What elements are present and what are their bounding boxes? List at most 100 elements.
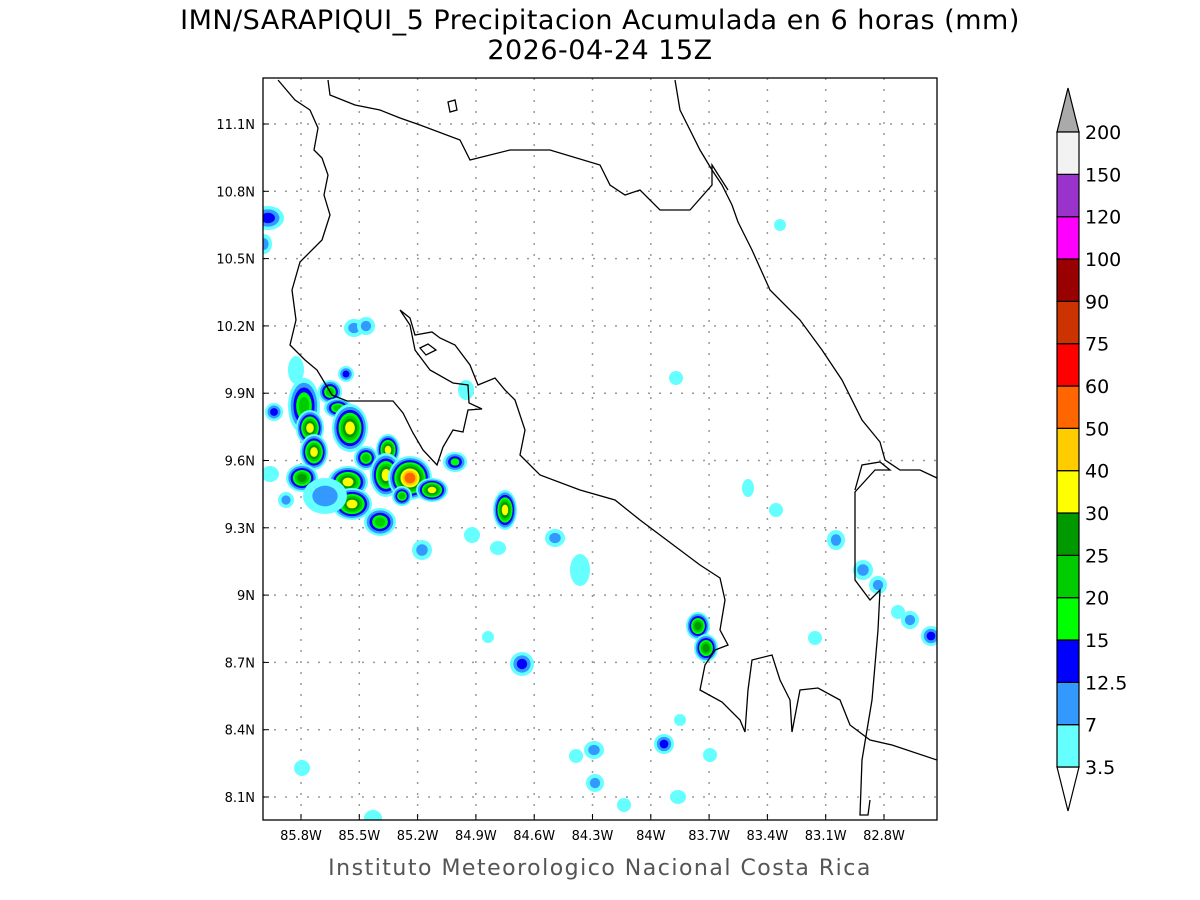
contour-fill	[297, 473, 307, 483]
contour-fill	[294, 760, 310, 776]
island	[418, 343, 438, 356]
rain-cell	[586, 774, 604, 792]
lon-tick-label: 85.2W	[397, 829, 439, 844]
contour-fill	[364, 810, 382, 820]
colorbar-swatch	[1056, 639, 1080, 683]
colorbar-swatch	[1056, 343, 1080, 387]
colorbar-label: 150	[1085, 164, 1121, 186]
lon-tick-label: 85.8W	[280, 829, 322, 844]
lat-tick-label: 9.3N	[225, 522, 255, 537]
contour-fill	[857, 564, 869, 576]
contour-fill	[384, 445, 392, 455]
rain-cell	[742, 479, 754, 497]
contour-fill	[458, 380, 474, 400]
contour-fill	[404, 472, 416, 484]
lon-tick-label: 83.4W	[746, 829, 788, 844]
rain-cell	[686, 612, 710, 640]
contour-fill	[306, 423, 314, 433]
colorbar-label: 3.5	[1085, 757, 1115, 779]
contour-fill	[549, 532, 561, 544]
colorbar-swatch	[1056, 173, 1080, 218]
contour-fill	[263, 212, 275, 224]
contour-fill	[516, 658, 528, 670]
lon-tick-label: 84.6W	[513, 829, 555, 844]
rain-cell	[654, 734, 674, 754]
colorbar-label: 20	[1085, 588, 1109, 610]
rain-cell	[464, 527, 480, 543]
rain-cell	[490, 541, 506, 555]
contour-fill	[450, 458, 460, 466]
rain-cell	[869, 576, 887, 594]
colorbar-swatch	[1056, 512, 1080, 556]
colorbar-swatch	[1056, 258, 1080, 302]
rain-cell	[300, 434, 328, 470]
contour-fill	[830, 534, 842, 546]
contour-fill	[263, 466, 279, 482]
colorbar-label: 200	[1085, 122, 1121, 144]
coastlines	[277, 79, 937, 816]
colorbar: 3.5 7 12.5 15 20 25 30 40 50 60 75 90 100 120 150 200	[1056, 87, 1127, 812]
rain-cell	[263, 466, 279, 482]
contour-fill	[569, 749, 583, 763]
rain-cell	[694, 634, 718, 662]
colorbar-label: 40	[1085, 461, 1109, 483]
rain-cell	[584, 741, 604, 759]
rain-cell	[545, 529, 565, 547]
contour-fill	[669, 371, 683, 385]
caribbean-coast	[674, 79, 937, 479]
colorbar-swatch	[1056, 300, 1080, 345]
colorbar-swatch	[1056, 131, 1080, 175]
lon-tick-label: 84W	[636, 829, 666, 844]
lat-tick-label: 9.6N	[225, 455, 255, 470]
contour-fill	[310, 447, 318, 457]
contour-fill	[670, 790, 686, 804]
contour-fill	[588, 744, 600, 756]
rain-cell	[443, 452, 467, 472]
contour-fill	[298, 397, 310, 415]
lat-tick-label: 10.8N	[216, 185, 255, 200]
lon-tick-label: 85.5W	[338, 829, 380, 844]
rain-cell	[891, 605, 905, 619]
contour-fill	[312, 485, 338, 507]
rain-cell	[853, 560, 873, 580]
map-valid-time: 2026-04-24 15Z	[487, 35, 713, 66]
rain-cell	[354, 446, 378, 470]
colorbar-label: 90	[1085, 291, 1109, 313]
contour-fill	[703, 748, 717, 762]
colorbar-swatch	[1056, 681, 1080, 726]
rain-cell	[769, 503, 783, 517]
rain-cell	[364, 508, 396, 536]
contour-fill	[490, 541, 506, 555]
rain-cell	[510, 652, 534, 676]
colorbar-label: 100	[1085, 249, 1121, 271]
contour-fill	[416, 544, 428, 556]
contour-fill	[904, 614, 916, 626]
contour-fill	[281, 495, 291, 505]
rain-cell	[332, 404, 368, 452]
lon-tick-label: 84.3W	[572, 829, 614, 844]
rain-cell	[303, 478, 347, 514]
colorbar-label: 7	[1085, 715, 1097, 737]
lat-tick-label: 8.1N	[225, 791, 255, 806]
contour-fill	[464, 527, 480, 543]
contour-fill	[501, 504, 509, 516]
rain-cell	[265, 403, 283, 421]
lat-tick-label: 9.9N	[225, 387, 255, 402]
colorbar-under-arrow	[1056, 766, 1080, 812]
precipitation-field	[263, 206, 937, 820]
contour-fill	[348, 322, 360, 334]
lat-tick-label: 10.5N	[216, 253, 255, 268]
lat-tick-label: 11.1N	[216, 118, 255, 133]
colorbar-label: 12.5	[1085, 672, 1127, 694]
rain-cell	[569, 749, 583, 763]
footer-credit: Instituto Meteorologico Nacional Costa R…	[328, 856, 872, 881]
rain-cell	[458, 380, 474, 400]
map-title: IMN/SARAPIQUI_5 Precipitacion Acumulada …	[180, 5, 1020, 36]
colorbar-label: 50	[1085, 418, 1109, 440]
contour-fill	[774, 219, 786, 231]
contour-fill	[362, 454, 370, 462]
contour-fill	[398, 492, 406, 500]
rain-cell	[263, 206, 284, 230]
rain-cell	[703, 748, 717, 762]
